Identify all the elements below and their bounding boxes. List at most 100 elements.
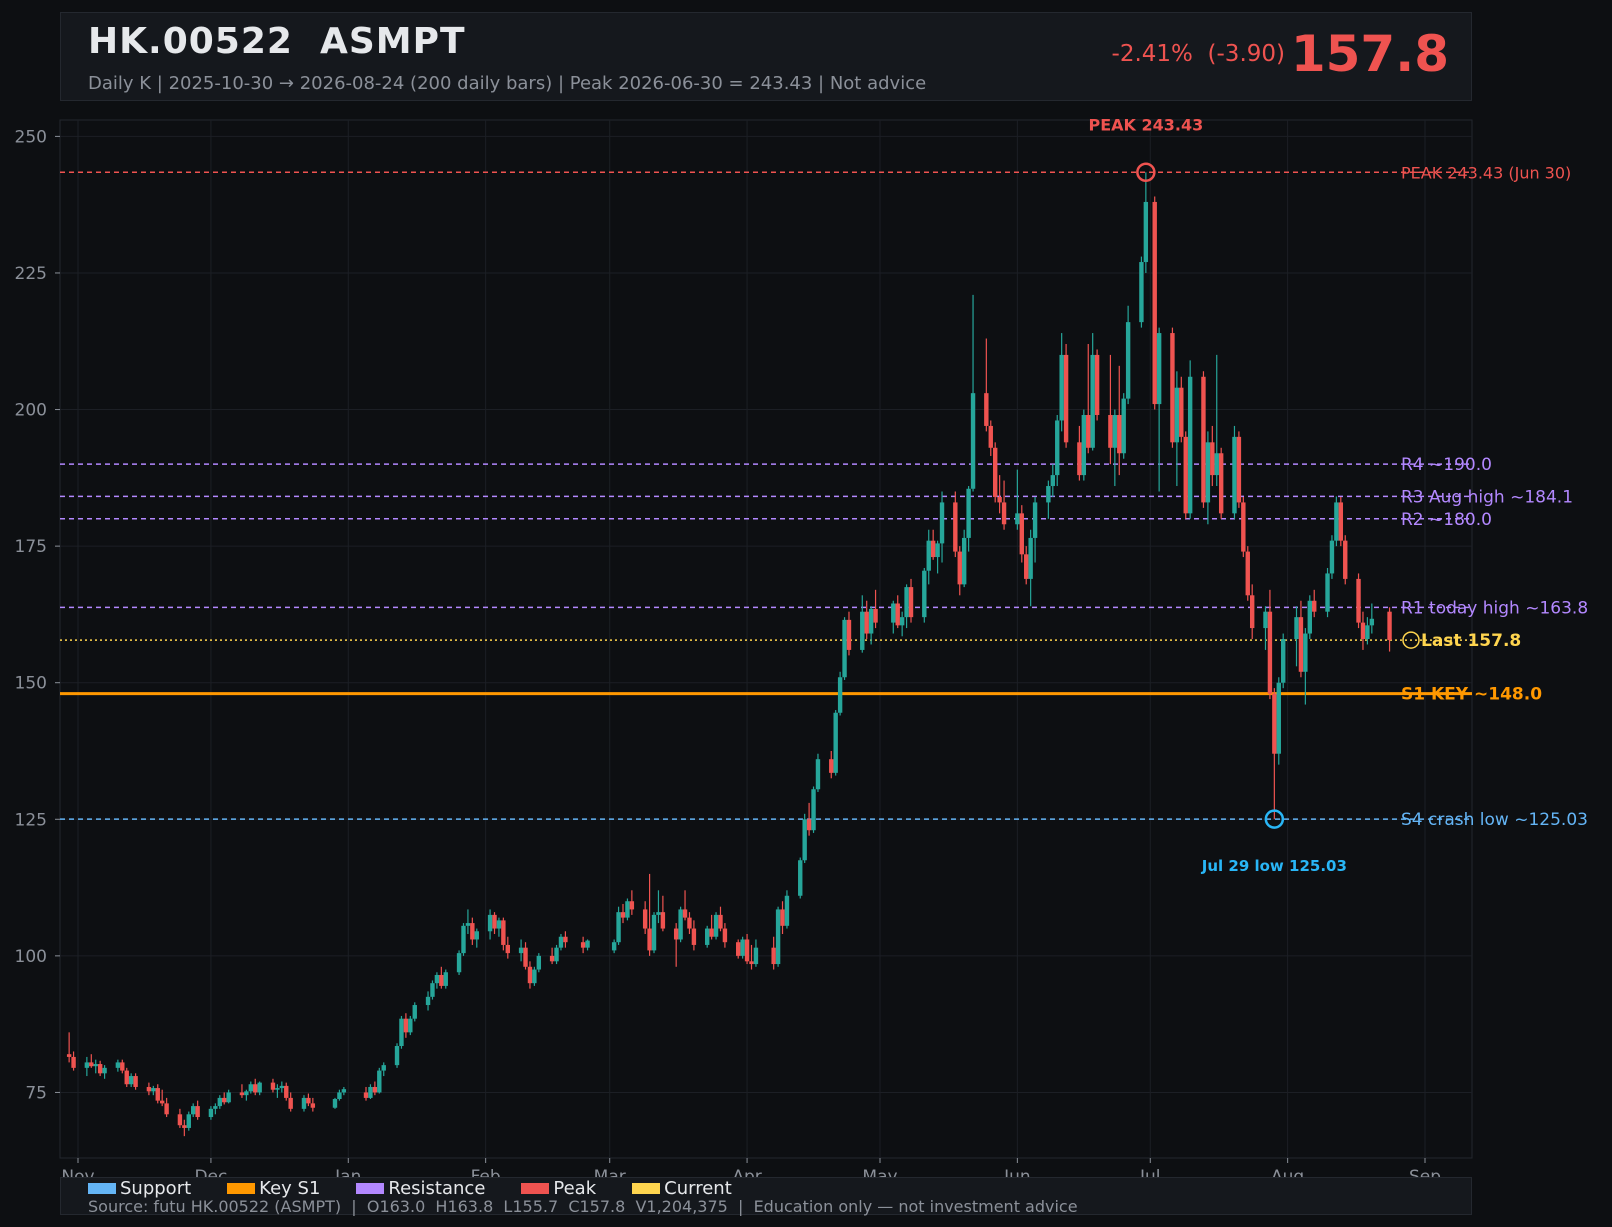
candle-body bbox=[984, 393, 989, 426]
candle-body bbox=[151, 1088, 156, 1092]
candle-body bbox=[1214, 453, 1219, 476]
candle-body bbox=[1218, 453, 1224, 514]
candle-body bbox=[780, 909, 785, 926]
candle-body bbox=[128, 1076, 134, 1085]
candle-body bbox=[953, 502, 958, 552]
candle-body bbox=[563, 936, 568, 943]
candle-body bbox=[377, 1070, 382, 1093]
candle-body bbox=[1205, 442, 1211, 503]
candle-body bbox=[1369, 618, 1375, 626]
candle-body bbox=[775, 909, 781, 965]
level-label: PEAK 243.43 (Jun 30) bbox=[1401, 163, 1571, 182]
candle-body bbox=[784, 895, 790, 926]
price-levels: PEAK 243.43 (Jun 30) R4 ~190.0 R3 Aug high… bbox=[60, 163, 1588, 830]
level-label: Last 157.8 bbox=[1421, 631, 1521, 651]
candle-body bbox=[1019, 513, 1024, 555]
candle-body bbox=[208, 1108, 214, 1118]
candle-body bbox=[239, 1092, 245, 1096]
candle-body bbox=[1236, 436, 1242, 503]
candle-body bbox=[306, 1097, 311, 1104]
candle-body bbox=[895, 603, 900, 626]
candle-body bbox=[554, 947, 559, 962]
candles bbox=[66, 172, 1392, 1137]
candle-body bbox=[891, 603, 896, 623]
candle-body bbox=[749, 961, 754, 965]
candle-body bbox=[625, 901, 630, 918]
plot-area bbox=[59, 119, 1473, 1159]
candle-body bbox=[164, 1103, 169, 1115]
price-change: -2.41% (-3.90) bbox=[1111, 41, 1285, 67]
candle-body bbox=[1245, 551, 1250, 596]
candle-body bbox=[159, 1100, 165, 1104]
candle-body bbox=[922, 570, 927, 618]
candle-body bbox=[408, 1018, 413, 1033]
candle-body bbox=[997, 496, 1002, 503]
candle-body bbox=[1081, 415, 1087, 476]
candle-body bbox=[1334, 502, 1339, 541]
candle-body bbox=[802, 819, 807, 861]
candle-body bbox=[443, 972, 448, 986]
candle-body bbox=[1024, 554, 1029, 579]
candle-body bbox=[1179, 387, 1184, 437]
candle-body bbox=[935, 543, 940, 558]
candle-body bbox=[470, 923, 475, 940]
candle-body bbox=[678, 909, 683, 940]
level-label: R4 ~190.0 bbox=[1401, 455, 1492, 475]
candle-body bbox=[1338, 502, 1344, 541]
candle-body bbox=[217, 1097, 222, 1107]
candle-body bbox=[253, 1084, 258, 1093]
legend-item-peak: Peak bbox=[521, 1178, 596, 1199]
candle-body bbox=[425, 996, 431, 1006]
candle-body bbox=[629, 901, 635, 910]
candle-body bbox=[873, 608, 878, 623]
candle-body bbox=[1156, 333, 1162, 405]
candle-body bbox=[492, 914, 497, 929]
candle-body bbox=[1015, 513, 1020, 525]
grid-lines bbox=[60, 120, 1472, 1158]
annotation-label: Jul 29 low 125.03 bbox=[1201, 857, 1347, 875]
candle-body bbox=[1090, 354, 1095, 448]
candle-body bbox=[155, 1088, 160, 1101]
legend-label: Key S1 bbox=[259, 1178, 321, 1199]
candle-body bbox=[1117, 415, 1122, 454]
candle-body bbox=[487, 914, 493, 932]
candle-body bbox=[1143, 201, 1149, 263]
candle-body bbox=[1112, 415, 1118, 448]
candle-body bbox=[341, 1089, 347, 1093]
y-tick-label: 250 bbox=[15, 127, 47, 147]
candle-body bbox=[691, 928, 697, 945]
candle-body bbox=[368, 1086, 373, 1098]
candle-body bbox=[1059, 354, 1064, 421]
candle-body bbox=[1201, 376, 1206, 503]
candle-body bbox=[1050, 475, 1056, 487]
candle-body bbox=[580, 942, 586, 948]
candle-body bbox=[284, 1085, 289, 1098]
level-label: S1 KEY ~148.0 bbox=[1401, 685, 1542, 705]
candle-body bbox=[337, 1092, 342, 1099]
source-note: Source: futu HK.00522 (ASMPT) | O163.0 H… bbox=[88, 1197, 1078, 1216]
chart-footer: Support Key S1 Resistance Peak Current Sourc… bbox=[60, 1177, 1472, 1216]
legend: Support Key S1 Resistance Peak Current bbox=[88, 1178, 768, 1199]
candle-body bbox=[860, 611, 865, 650]
candle-body bbox=[1086, 415, 1091, 448]
candle-body bbox=[811, 789, 816, 831]
candle-body bbox=[1028, 537, 1033, 579]
candle-body bbox=[363, 1092, 369, 1098]
candle-body bbox=[993, 447, 998, 497]
legend-swatch bbox=[521, 1183, 550, 1194]
candle-body bbox=[1063, 354, 1069, 443]
candle-body bbox=[868, 608, 874, 634]
candle-body bbox=[412, 1005, 417, 1019]
legend-label: Resistance bbox=[388, 1178, 486, 1199]
candle-body bbox=[244, 1091, 249, 1096]
candle-body bbox=[248, 1084, 254, 1092]
candle-body bbox=[1232, 436, 1237, 514]
candle-body bbox=[1303, 633, 1308, 672]
candle-body bbox=[527, 966, 533, 984]
candle-body bbox=[771, 947, 776, 965]
candle-body bbox=[394, 1046, 400, 1066]
legend-swatch bbox=[227, 1183, 256, 1194]
level-label: S4 crash low ~125.03 bbox=[1401, 810, 1588, 830]
candle-body bbox=[186, 1114, 191, 1128]
legend-item-key-s1: Key S1 bbox=[227, 1178, 320, 1199]
